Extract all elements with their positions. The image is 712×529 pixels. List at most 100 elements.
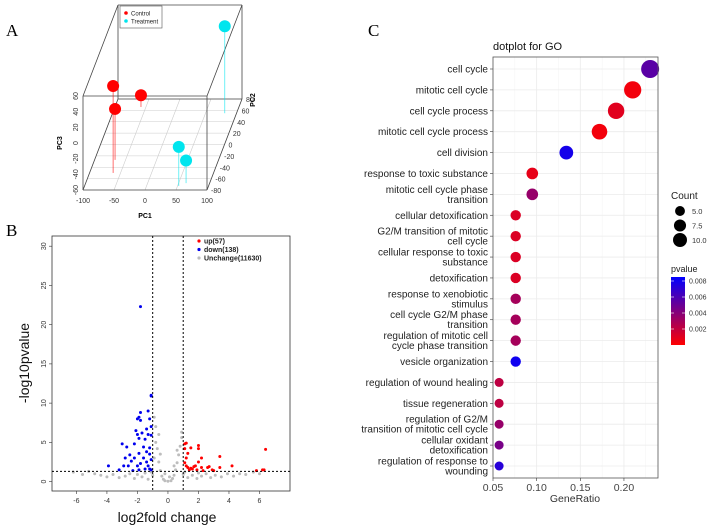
term-dot [510,251,521,263]
term-dot [494,419,504,429]
volcano-point-unchange [166,479,170,483]
color-legend-label: 0.004 [689,311,707,318]
x-tick-label: -6 [73,498,79,505]
volcano-point-up [196,443,200,447]
volcano-point-down [140,431,144,435]
pca-point-treatment [180,154,193,167]
volcano-point-down [142,456,146,460]
legend-label: down(138) [204,247,239,254]
term-label: cellular detoxification [395,211,488,222]
volcano-point-up [230,464,234,468]
term-label-line: regulation of wound healing [366,378,488,389]
volcano-point-down [138,411,142,415]
term-label-line: mitotic cell cycle phase [386,185,489,196]
term-label: cycle phase transition [392,341,488,352]
term-dot [641,59,660,79]
volcano-point-unchange [157,433,161,437]
x-tick-label: 50 [172,198,180,205]
volcano-point-down [135,433,139,437]
y-axis-label: -log10pvalue [16,323,32,403]
volcano-point-up [189,466,193,470]
term-label-line: regulation of G2/M [406,415,488,426]
term-dot [510,210,521,221]
term-label: response to toxic substance [364,169,488,180]
volcano-point-unchange [196,471,200,475]
volcano-point-unchange [232,474,236,478]
volcano-point-down [132,442,136,446]
volcano-point-down [148,417,152,421]
term-label-line: mitotic cell cycle process [378,127,488,138]
volcano-point-down [149,468,153,472]
term-label-line: transition [447,320,488,331]
volcano-point-down [146,409,150,413]
volcano-point-unchange [177,453,181,457]
size-legend-dot [673,219,687,232]
x-tick-label: -2 [134,498,140,505]
volcano-point-up [184,456,188,460]
term-label: transition of mitotic cell [361,425,462,436]
term-label-line: mitotic cell cycle [416,85,489,96]
volcano-point-up [195,468,199,472]
x-tick-label: 0 [143,198,147,205]
size-legend-dot [673,233,687,247]
volcano-point-up [200,456,204,460]
term-label-line: detoxification [430,446,488,457]
term-label: stimulus [451,299,488,310]
y-tick-label: 5 [41,440,48,444]
volcano-point-down [143,437,147,441]
volcano-point-down [145,450,149,454]
term-label: substance [442,258,488,269]
volcano-point-down [149,425,153,429]
volcano-point-down [129,459,133,463]
volcano-point-unchange [151,473,155,477]
y-tick-label: -40 [220,165,230,172]
volcano-point-down [132,456,136,460]
term-label: G2/M transition of mitotic [377,227,488,238]
term-label-line: response to toxic substance [364,169,488,180]
pca-point-control [109,102,122,115]
term-label: mitotic cell cycle [416,85,489,96]
volcano-point-unchange [163,472,167,476]
term-label: cellular response to toxic [378,248,488,259]
volcano-point-up [189,446,193,450]
volcano-point-down [134,429,138,433]
term-label: response to xenobiotic [388,289,488,300]
y-tick-label: 10 [41,399,48,407]
volcano-point-unchange [238,472,242,476]
y-tick-label: -20 [224,154,234,161]
x-tick-label: 100 [201,198,213,205]
x-tick-label: 0.20 [614,482,635,494]
term-label: transition [447,195,488,206]
volcano-point-up [186,451,190,455]
term-label: cell division [437,148,488,159]
volcano-point-unchange [105,475,109,479]
term-label: cell cycle G2/M phase [390,310,488,321]
volcano-point-down [142,445,146,449]
z-tick-label: -40 [73,169,80,179]
pca-point-control [134,89,147,102]
legend-label: up(57) [204,239,225,246]
term-label: cell cycle [447,237,488,248]
volcano-point-down [137,415,141,419]
volcano-point-down [137,451,141,455]
pca-point-treatment [218,20,231,33]
term-label-line: cellular oxidant [421,436,488,447]
term-dot [494,398,504,408]
volcano-point-unchange [180,430,184,434]
z-tick-label: -20 [73,154,80,164]
color-legend-label: 0.002 [689,327,707,334]
volcano-point-down [149,394,153,398]
volcano-point-unchange [186,476,190,480]
term-label: detoxification [430,273,488,284]
term-dot [591,123,608,140]
volcano-point-up [200,465,204,469]
volcano-point-up [196,460,200,464]
volcano-point-unchange [175,461,179,465]
size-legend-label: 7.5 [692,222,702,231]
z-tick-label: 0 [73,141,80,145]
term-dot [510,356,521,367]
term-label-line: response to xenobiotic [388,289,488,300]
volcano-point-down [149,433,153,437]
term-dot [624,81,642,99]
volcano-point-down [137,468,141,472]
